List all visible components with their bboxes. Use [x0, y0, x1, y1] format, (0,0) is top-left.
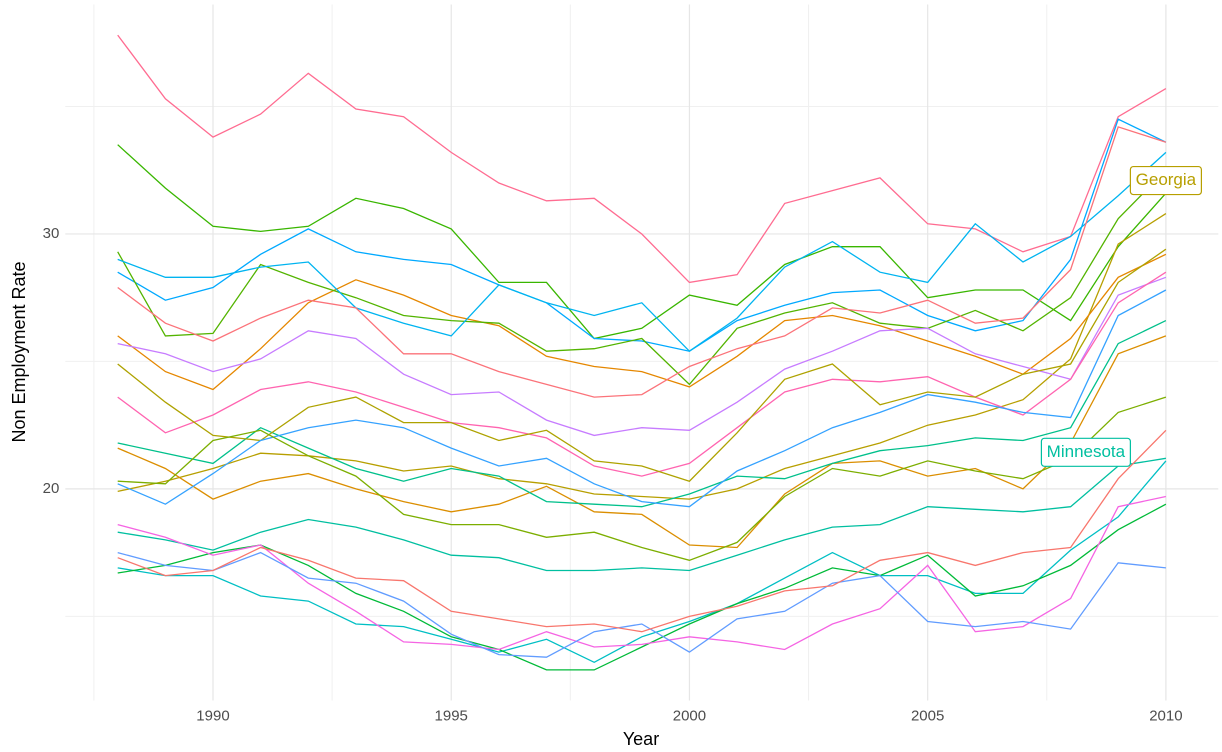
x-tick-label: 1995	[435, 707, 468, 724]
series-label: Georgia	[1136, 170, 1197, 189]
series-line	[117, 429, 1167, 633]
series-line	[117, 335, 1167, 549]
y-tick-label: 20	[43, 480, 60, 497]
series-line	[117, 271, 1167, 477]
series-line	[117, 457, 1167, 572]
series-line	[117, 503, 1167, 671]
series-line	[117, 248, 1167, 482]
series-line	[117, 289, 1167, 508]
series-label-box	[1040, 437, 1131, 467]
series-line	[117, 34, 1167, 284]
y-tick-label: 30	[43, 225, 60, 242]
series-line	[117, 276, 1167, 437]
series-line	[117, 495, 1167, 651]
y-axis-title: Non Employment Rate	[9, 261, 29, 442]
series-line	[117, 151, 1167, 353]
series-line	[117, 213, 1167, 500]
series-line	[117, 460, 1167, 664]
series-line	[117, 396, 1167, 561]
series-line	[117, 144, 1167, 340]
series-line	[117, 126, 1167, 398]
x-tick-label: 2000	[673, 707, 706, 724]
series-line	[117, 118, 1167, 352]
x-axis-title: Year	[623, 729, 659, 749]
x-tick-label: 2010	[1149, 707, 1182, 724]
series-label: Minnesota	[1047, 442, 1126, 461]
series-line	[117, 320, 1167, 508]
x-tick-label: 1990	[196, 707, 229, 724]
grid	[65, 4, 1219, 701]
series-label-box	[1129, 165, 1203, 196]
x-tick-label: 2005	[911, 707, 944, 724]
series-line	[117, 551, 1166, 658]
series-line	[117, 169, 1167, 386]
series-line	[117, 253, 1167, 391]
